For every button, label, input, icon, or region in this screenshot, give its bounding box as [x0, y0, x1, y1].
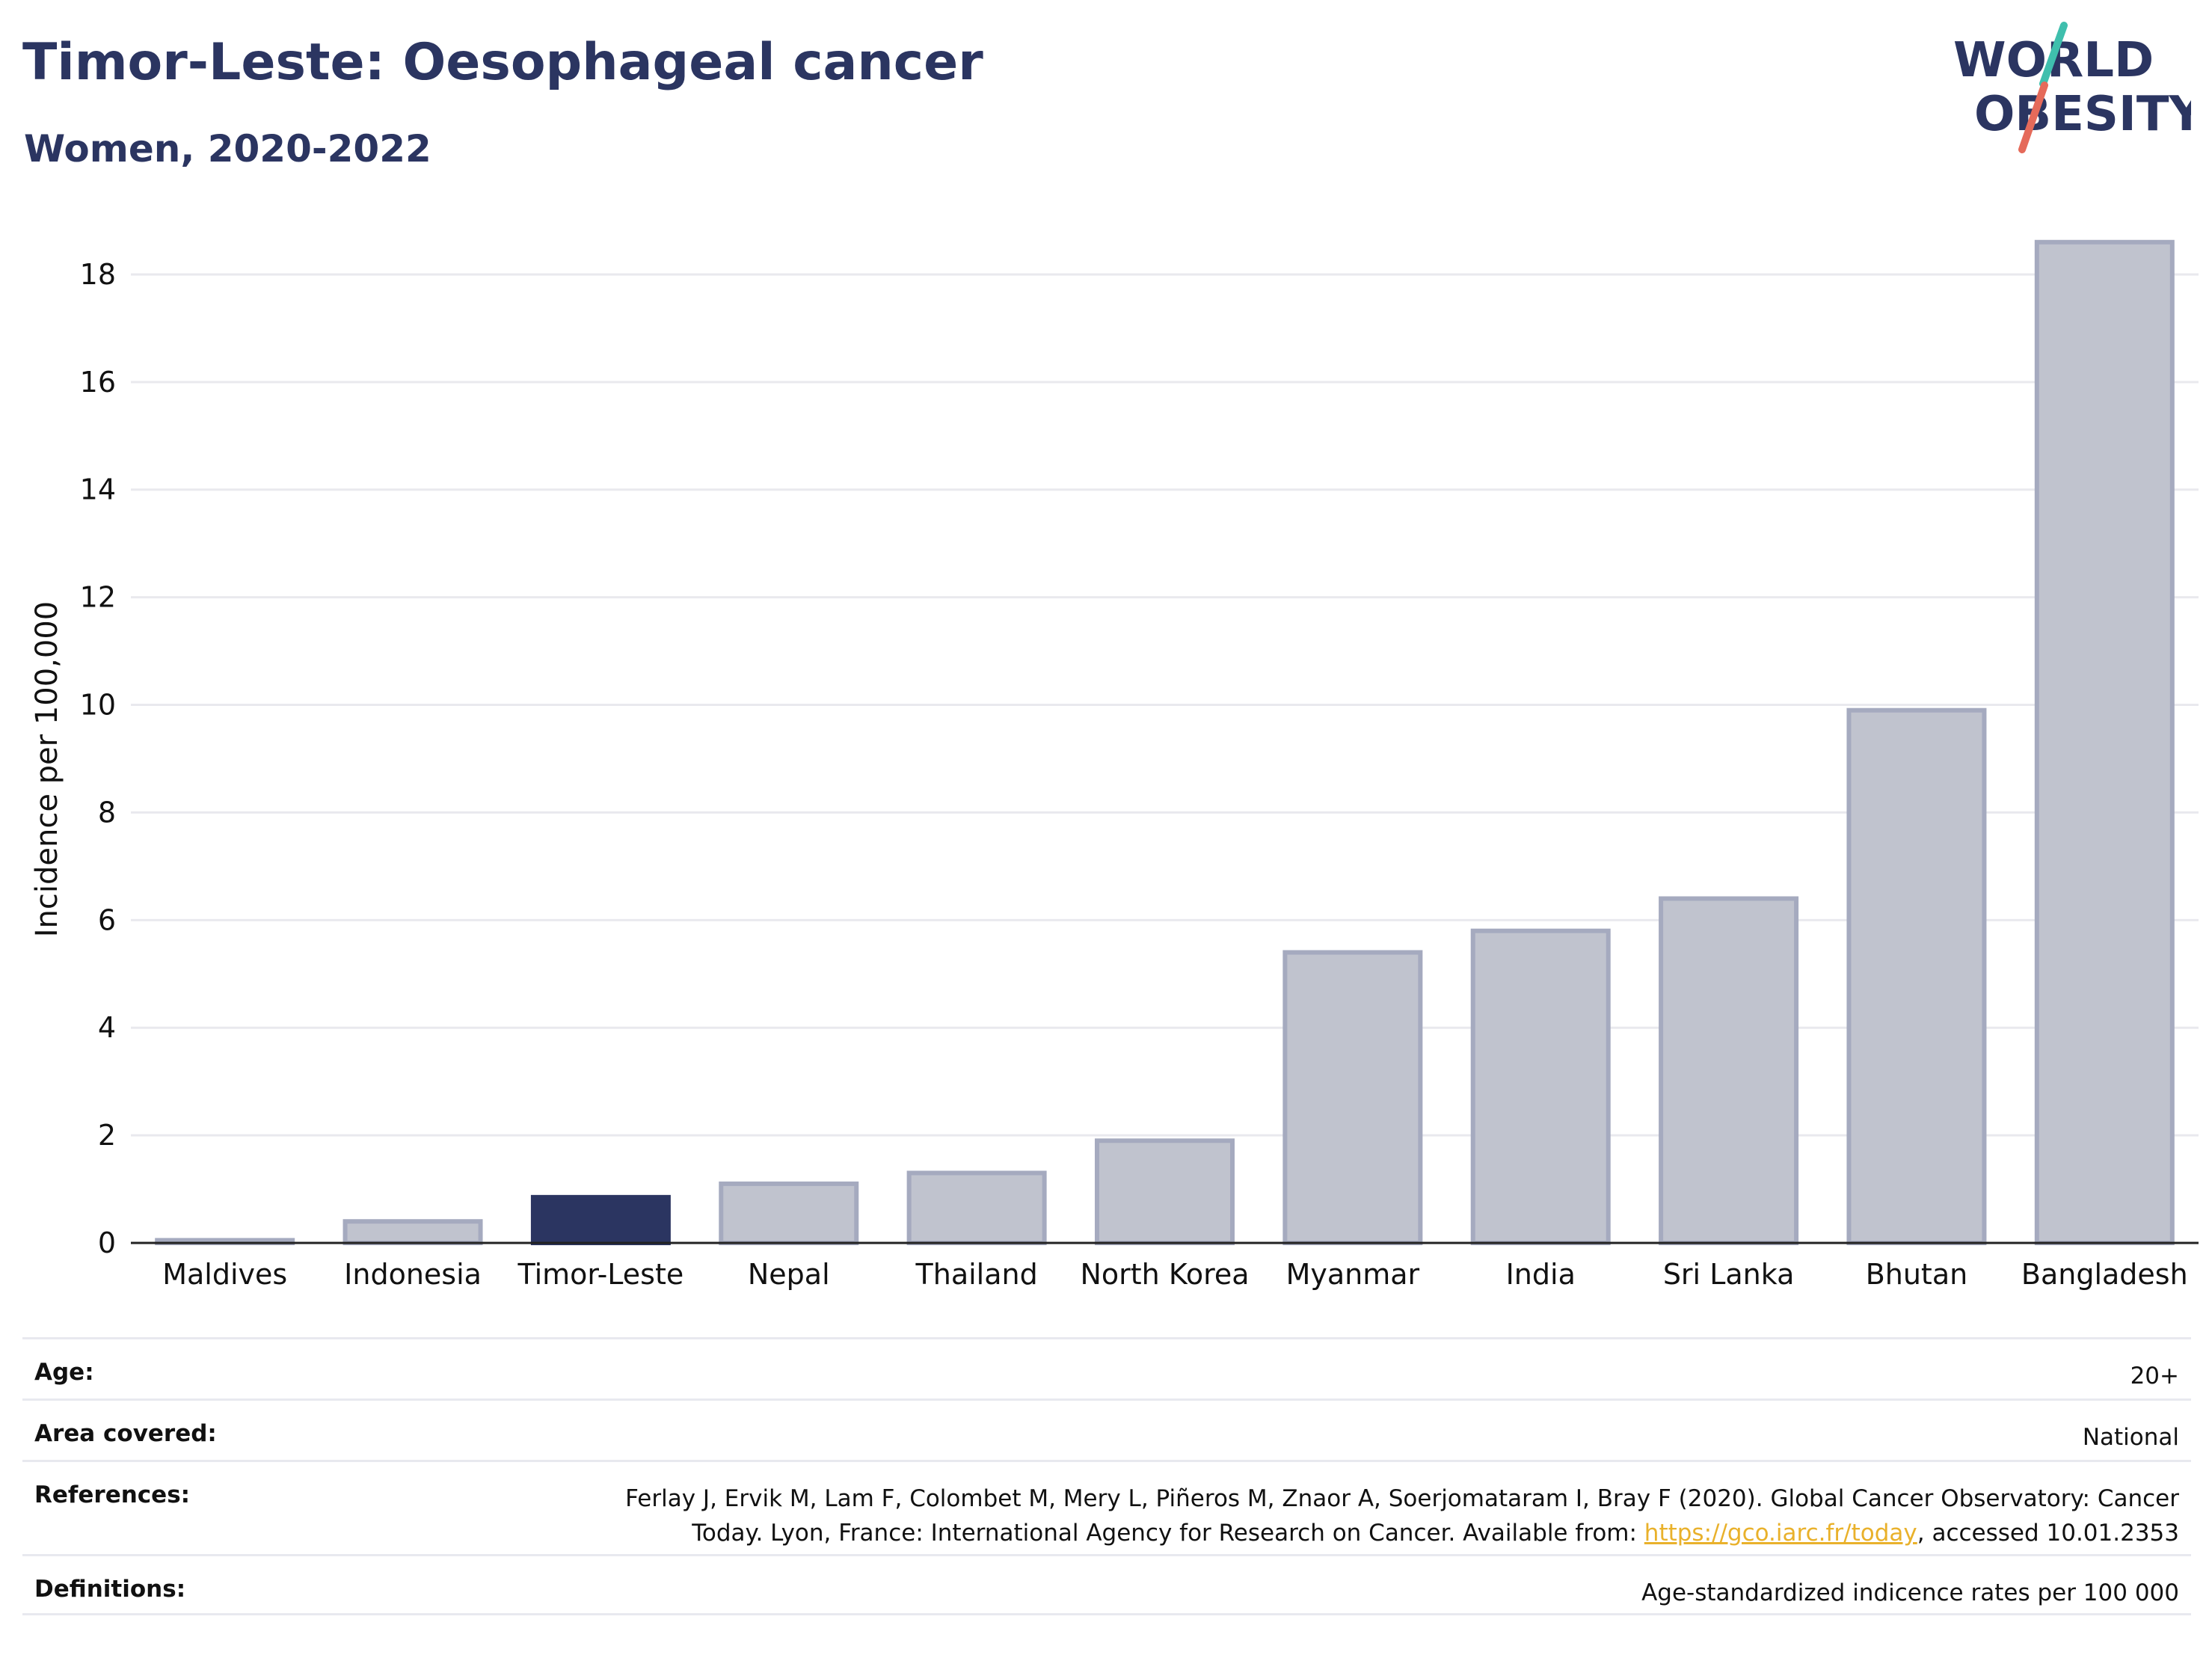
- logo-slash-bottom: [2018, 82, 2048, 153]
- x-tick-label: Indonesia: [344, 1258, 482, 1291]
- x-tick-label: Timor-Leste: [517, 1258, 684, 1291]
- y-tick-label: 0: [98, 1226, 116, 1259]
- age-label: Age:: [34, 1359, 94, 1386]
- age-row: Age: 20+: [22, 1337, 2191, 1398]
- references-line-2-post: , accessed 10.01.2353: [1917, 1520, 2179, 1547]
- x-tick-label: Sri Lanka: [1663, 1258, 1795, 1291]
- info-table: Age: 20+ Area covered: National Referenc…: [22, 1337, 2191, 1615]
- x-axis-labels: Maldives Indonesia Timor-Leste Nepal Thailan…: [162, 1258, 2188, 1291]
- y-tick-label: 12: [80, 581, 116, 614]
- y-axis-ticks: 0 2 4 6 8 10 12 14 16 18: [80, 258, 116, 1259]
- bar-timor-leste: [530, 1194, 671, 1245]
- definitions-label: Definitions:: [34, 1576, 186, 1603]
- chart-title: Timor-Leste: Oesophageal cancer: [22, 33, 983, 92]
- y-tick-label: 2: [98, 1119, 116, 1152]
- bar-indonesia: [342, 1219, 483, 1246]
- age-value: 20+: [2130, 1363, 2179, 1390]
- x-tick-label: India: [1506, 1258, 1576, 1291]
- x-tick-label: Bhutan: [1866, 1258, 1968, 1291]
- bar-myanmar: [1282, 950, 1423, 1246]
- area-label: Area covered:: [34, 1420, 217, 1447]
- y-axis-title: Incidence per 100,000: [30, 601, 64, 938]
- x-tick-label: Maldives: [162, 1258, 287, 1291]
- y-tick-label: 18: [80, 258, 116, 291]
- references-line-2-pre: Today. Lyon, France: International Agenc…: [692, 1520, 1644, 1547]
- bars: [155, 239, 2175, 1246]
- references-link[interactable]: https://gco.iarc.fr/today: [1644, 1520, 1917, 1547]
- bar-north-korea: [1095, 1138, 1235, 1246]
- references-row: References: Ferlay J, Ervik M, Lam F, Co…: [22, 1460, 2191, 1554]
- y-tick-label: 8: [98, 796, 116, 829]
- area-row: Area covered: National: [22, 1398, 2191, 1460]
- y-tick-label: 4: [98, 1011, 116, 1044]
- x-tick-label: Thailand: [915, 1258, 1038, 1291]
- definitions-row: Definitions: Age-standardized indicence …: [22, 1554, 2191, 1615]
- bar-nepal: [719, 1181, 859, 1246]
- world-obesity-logo: WORLD OBESITY: [1953, 22, 2191, 153]
- area-value: National: [2082, 1424, 2179, 1451]
- chart-subtitle: Women, 2020-2022: [24, 127, 431, 171]
- logo-slash-top: [2039, 22, 2068, 87]
- bar-thailand: [906, 1170, 1047, 1245]
- x-tick-label: North Korea: [1080, 1258, 1249, 1291]
- bar-bangladesh: [2034, 239, 2175, 1246]
- definitions-value: Age-standardized indicence rates per 100…: [1641, 1579, 2179, 1606]
- bar-sri-lanka: [1659, 896, 1799, 1246]
- references-label: References:: [34, 1481, 191, 1508]
- bar-bhutan: [1846, 707, 1987, 1245]
- y-tick-label: 14: [80, 473, 116, 506]
- references-line-1: Ferlay J, Ervik M, Lam F, Colombet M, Me…: [625, 1485, 2179, 1512]
- y-tick-label: 16: [80, 366, 116, 399]
- x-tick-label: Myanmar: [1286, 1258, 1420, 1291]
- references-value: Ferlay J, Ervik M, Lam F, Colombet M, Me…: [625, 1481, 2179, 1550]
- y-tick-label: 10: [80, 689, 116, 722]
- logo-line-2: OBESITY: [1974, 87, 2191, 142]
- bar-india: [1470, 928, 1611, 1246]
- x-tick-label: Nepal: [748, 1258, 830, 1291]
- y-tick-label: 6: [98, 903, 116, 936]
- bar-chart: 0 2 4 6 8 10 12 14 16 18 Maldives Indonesia Timor-L…: [30, 239, 2199, 1291]
- x-tick-label: Bangladesh: [2021, 1258, 2188, 1291]
